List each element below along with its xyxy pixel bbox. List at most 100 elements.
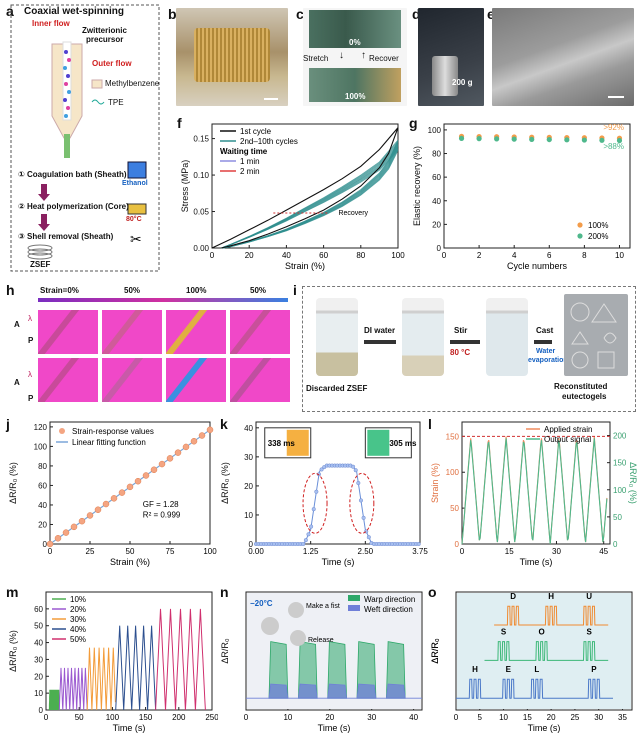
step-3-sub1: Water xyxy=(536,348,556,355)
polarized-tile xyxy=(102,358,162,402)
fiber-stripe xyxy=(38,310,82,354)
morse-letter: D xyxy=(510,592,516,601)
panel-label-i: i xyxy=(293,282,297,298)
chart-m: 0 50 100 150 200 250 0 10 20 30 40 50 60 Time (s) ΔR/R… xyxy=(8,591,218,733)
morse-letter: S xyxy=(587,627,593,636)
panel-label-l: l xyxy=(428,416,432,432)
x-tick-label: 30 xyxy=(367,713,376,722)
methylbenzene-swatch xyxy=(91,79,103,89)
panel-label-o: o xyxy=(428,584,437,600)
cycle-series-line xyxy=(155,608,206,711)
data-point xyxy=(150,466,158,474)
x-tick-label: 30 xyxy=(552,547,561,556)
y-tick-label: 50 xyxy=(34,622,43,631)
data-point xyxy=(182,443,190,451)
data-point xyxy=(476,136,482,142)
legend-label: Applied strain xyxy=(544,425,592,434)
step-2-temp: 80 °C xyxy=(450,348,471,357)
x-tick-label: 10 xyxy=(499,713,508,722)
chart-f: 0 20 40 60 80 100 0.00 0.05 0.10 0.15 Strain (%) St… xyxy=(180,123,405,271)
legend-subtitle: Waiting time xyxy=(220,147,268,156)
scissors-icon: ✂ xyxy=(130,231,142,247)
data-point xyxy=(158,460,166,468)
y-tick-label: 60 xyxy=(432,173,441,182)
response-area xyxy=(327,683,348,699)
step-3-label: Cast xyxy=(536,326,554,335)
hanging-weight xyxy=(432,56,458,96)
data-point xyxy=(529,136,535,142)
morse-letter: L xyxy=(534,665,539,674)
eutectogel-tray xyxy=(564,294,628,376)
legend-label: 30% xyxy=(70,615,86,624)
plot-background xyxy=(457,593,631,709)
cycle-curve xyxy=(221,150,399,249)
data-point xyxy=(458,135,465,142)
stretch-label: Stretch xyxy=(303,54,329,63)
x-tick-label: 1.25 xyxy=(303,547,319,556)
x-tick-label: 15 xyxy=(505,547,514,556)
strain-label-2: 100% xyxy=(186,286,207,295)
axis-p-label-top: P xyxy=(28,336,34,345)
panel-label-k: k xyxy=(220,416,228,432)
x-tick-label: 20 xyxy=(245,251,254,260)
make-fist-label: Make a fist xyxy=(306,603,340,610)
recover-arrow: ↑ xyxy=(361,50,366,61)
chart-k: 0.00 1.25 2.50 3.75 0 10 20 30 40 Time (s) ΔR/R₀ (… xyxy=(220,421,428,567)
data-point xyxy=(306,532,311,537)
legend-swatch xyxy=(59,428,65,434)
morse-letter: H xyxy=(472,665,478,674)
r2-annotation: R² = 0.999 xyxy=(143,511,181,520)
x-tick-label: 50 xyxy=(126,547,135,556)
morse-letter: S xyxy=(501,627,507,636)
x-tick-label: 50 xyxy=(75,713,84,722)
polarized-tile xyxy=(230,358,290,402)
step2-label: ② Heat polymerization (Core) xyxy=(18,202,129,211)
legend-label: 2nd–10th cycles xyxy=(240,137,298,146)
x-tick-label: 40 xyxy=(282,251,291,260)
response-area xyxy=(385,683,406,699)
cycle-series-line xyxy=(115,625,157,711)
output-signal-line xyxy=(461,438,608,545)
data-point xyxy=(70,523,78,531)
x-tick-label: 0.00 xyxy=(248,547,264,556)
data-point xyxy=(353,468,358,473)
x-axis-label: Time (s) xyxy=(113,723,146,733)
inner-flow-label: Inner flow xyxy=(32,19,70,28)
ethanol-beaker xyxy=(127,161,147,179)
legend-swatch xyxy=(348,605,360,611)
scale-bar-e xyxy=(608,96,624,98)
x-tick-label: 100 xyxy=(106,713,120,722)
data-point xyxy=(174,449,182,456)
x-tick-label: 100 xyxy=(203,547,217,556)
polarized-tile xyxy=(102,310,162,354)
y-tick-label: 0.10 xyxy=(193,171,209,180)
x-tick-label: 2.50 xyxy=(358,547,374,556)
y-tick-label: 20 xyxy=(244,482,253,491)
x-tick-label: 5 xyxy=(478,713,483,722)
data-point xyxy=(511,136,517,142)
data-point xyxy=(314,489,319,494)
panel-label-g: g xyxy=(409,115,418,131)
y-tick-label: 60 xyxy=(34,605,43,614)
data-point xyxy=(134,477,142,485)
y-tick-label: 60 xyxy=(38,481,47,490)
fiber-stripe xyxy=(166,310,210,354)
fall-highlight xyxy=(349,472,375,534)
response-area xyxy=(268,683,289,699)
data-point xyxy=(494,136,500,142)
strain-label-3: 50% xyxy=(250,286,267,295)
data-point xyxy=(301,541,306,546)
y-tick-label: 0.05 xyxy=(193,208,209,217)
release-label: Release xyxy=(308,637,334,644)
legend-label: 100% xyxy=(588,221,608,230)
x-tick-label: 30 xyxy=(594,713,603,722)
y-tick-label: 0.00 xyxy=(193,244,209,253)
vial-dissolved xyxy=(486,298,528,376)
legend-swatch xyxy=(577,222,583,228)
y-tick-label: 20 xyxy=(432,220,441,229)
panel-a-svg: ✂ xyxy=(10,4,160,272)
legend-label: 50% xyxy=(70,635,86,644)
data-point xyxy=(62,529,70,536)
data-point xyxy=(311,507,316,512)
x-axis-label: Strain (%) xyxy=(285,261,325,271)
